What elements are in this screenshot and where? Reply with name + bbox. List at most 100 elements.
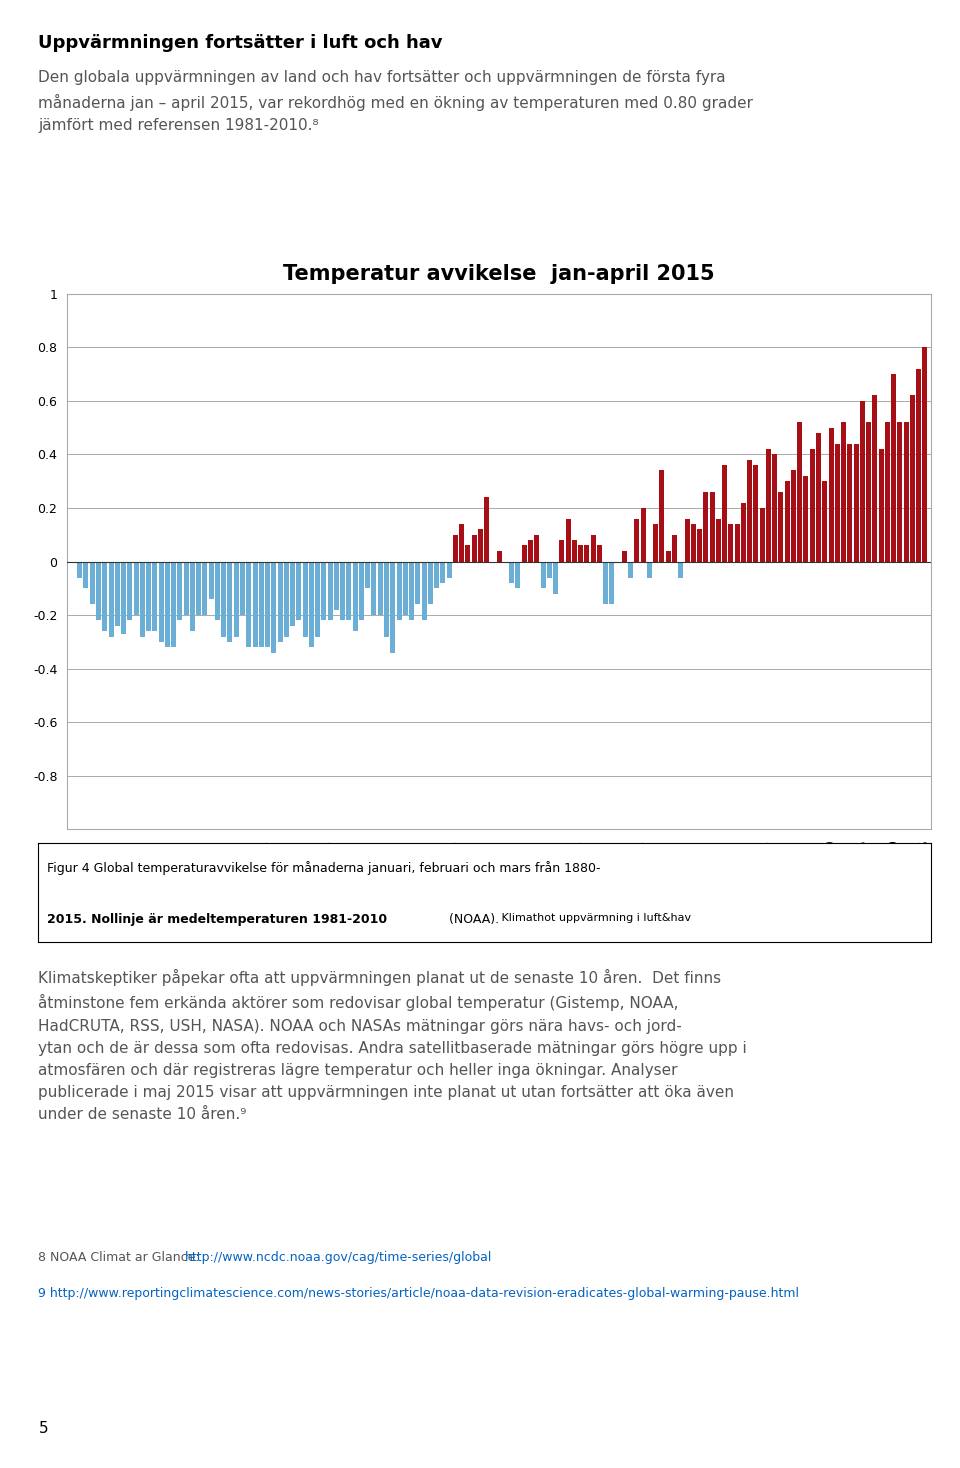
Bar bbox=[128, 562, 132, 621]
Bar bbox=[660, 470, 664, 562]
Bar bbox=[496, 550, 502, 562]
Bar bbox=[84, 562, 88, 589]
Bar bbox=[809, 449, 815, 562]
Bar bbox=[484, 498, 490, 562]
Bar bbox=[772, 455, 778, 562]
Bar bbox=[878, 449, 883, 562]
Bar bbox=[853, 443, 858, 562]
Text: (NOAA).: (NOAA). bbox=[444, 913, 499, 925]
Bar bbox=[272, 562, 276, 653]
Bar bbox=[103, 562, 108, 631]
Bar bbox=[453, 534, 458, 562]
Bar bbox=[183, 562, 189, 615]
Bar bbox=[891, 374, 896, 562]
Bar bbox=[121, 562, 126, 634]
Bar bbox=[622, 550, 627, 562]
Bar bbox=[754, 465, 758, 562]
Bar bbox=[603, 562, 608, 605]
Bar bbox=[384, 562, 389, 637]
Title: Temperatur avvikelse  jan-april 2015: Temperatur avvikelse jan-april 2015 bbox=[283, 264, 715, 283]
Text: Klimatskeptiker påpekar ofta att uppvärmningen planat ut de senaste 10 åren.  De: Klimatskeptiker påpekar ofta att uppvärm… bbox=[38, 969, 747, 1123]
Bar bbox=[221, 562, 227, 637]
Bar bbox=[228, 562, 232, 642]
Bar bbox=[759, 508, 765, 562]
Bar bbox=[841, 423, 846, 562]
Bar bbox=[797, 423, 803, 562]
Bar bbox=[779, 492, 783, 562]
Bar bbox=[585, 546, 589, 562]
Text: Figur 4 Global temperaturavvikelse för månaderna januari, februari och mars från: Figur 4 Global temperaturavvikelse för m… bbox=[47, 860, 601, 875]
Bar bbox=[434, 562, 439, 589]
Bar bbox=[441, 562, 445, 583]
Text: http://www.ncdc.noaa.gov/cag/time-series/global: http://www.ncdc.noaa.gov/cag/time-series… bbox=[185, 1251, 492, 1264]
Bar bbox=[509, 562, 515, 583]
Bar bbox=[866, 423, 871, 562]
Text: 5: 5 bbox=[38, 1421, 48, 1436]
Bar bbox=[421, 562, 426, 621]
Bar bbox=[290, 562, 295, 625]
Bar bbox=[898, 423, 902, 562]
Bar bbox=[89, 562, 95, 605]
Bar bbox=[252, 562, 257, 647]
Bar bbox=[610, 562, 614, 605]
Bar bbox=[816, 433, 821, 562]
Bar bbox=[828, 427, 833, 562]
Bar bbox=[565, 518, 570, 562]
Bar bbox=[340, 562, 346, 621]
Bar bbox=[709, 492, 714, 562]
Bar bbox=[547, 562, 552, 577]
Bar bbox=[704, 492, 708, 562]
Bar bbox=[315, 562, 320, 637]
Bar bbox=[679, 562, 684, 577]
Bar bbox=[691, 524, 696, 562]
Bar bbox=[860, 401, 865, 562]
Bar bbox=[203, 562, 207, 615]
Text: Uppvärmningen fortsätter i luft och hav: Uppvärmningen fortsätter i luft och hav bbox=[38, 34, 443, 51]
Bar bbox=[309, 562, 314, 647]
Bar bbox=[722, 465, 727, 562]
Bar bbox=[178, 562, 182, 621]
Bar bbox=[835, 443, 840, 562]
Bar bbox=[848, 443, 852, 562]
Bar bbox=[115, 562, 120, 625]
Bar bbox=[391, 562, 396, 653]
Bar bbox=[77, 562, 83, 577]
Bar bbox=[560, 540, 564, 562]
Bar bbox=[108, 562, 113, 637]
Bar bbox=[240, 562, 245, 615]
Bar bbox=[540, 562, 545, 589]
Bar bbox=[804, 476, 808, 562]
Bar bbox=[153, 562, 157, 631]
Bar bbox=[653, 524, 659, 562]
Bar bbox=[784, 482, 790, 562]
Bar bbox=[528, 540, 533, 562]
Text: 8 NOAA Climat ar Glance:: 8 NOAA Climat ar Glance: bbox=[38, 1251, 204, 1264]
Bar bbox=[516, 562, 520, 589]
Bar bbox=[146, 562, 151, 631]
Bar bbox=[247, 562, 252, 647]
Bar bbox=[409, 562, 414, 621]
Bar bbox=[672, 534, 677, 562]
Bar bbox=[334, 562, 339, 609]
Bar bbox=[428, 562, 433, 605]
Bar bbox=[377, 562, 383, 615]
Bar bbox=[572, 540, 577, 562]
Bar bbox=[190, 562, 195, 631]
Bar bbox=[697, 530, 702, 562]
Bar bbox=[297, 562, 301, 621]
Bar bbox=[327, 562, 333, 621]
Bar bbox=[208, 562, 214, 599]
Bar bbox=[729, 524, 733, 562]
Bar bbox=[446, 562, 451, 577]
Bar bbox=[196, 562, 202, 615]
Bar bbox=[553, 562, 558, 593]
Bar bbox=[140, 562, 145, 637]
Bar bbox=[416, 562, 420, 605]
Bar bbox=[165, 562, 170, 647]
Bar bbox=[359, 562, 364, 621]
Bar bbox=[635, 518, 639, 562]
Bar bbox=[347, 562, 351, 621]
Bar bbox=[365, 562, 371, 589]
Bar bbox=[665, 550, 671, 562]
Bar bbox=[684, 518, 689, 562]
